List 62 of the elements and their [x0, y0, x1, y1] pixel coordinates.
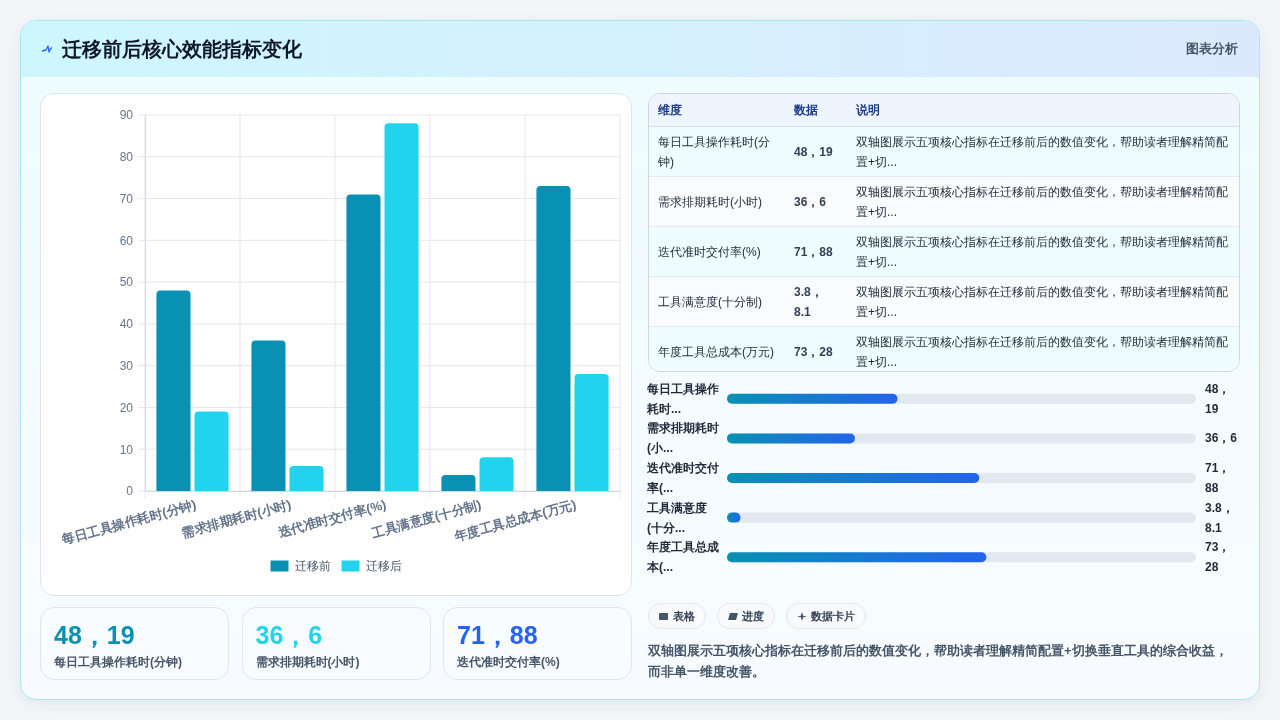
y-tick-label: 70 — [119, 191, 134, 206]
y-tick-label: 40 — [119, 317, 134, 332]
chart-title: 迁移前后核心效能指标变化 — [62, 37, 302, 62]
text: 双轴图展示五项核心指标在迁移前后的数值变化，帮助读者理解精简配置+切... — [847, 226, 1239, 277]
data-label: 73，28 — [1205, 539, 1232, 577]
data-label: 3.8，8.1 — [1205, 499, 1235, 537]
legend-label: 迁移后 — [365, 559, 402, 574]
y-tick-label: 年度工具总成本(... — [647, 539, 720, 577]
category-label: 每日工具操作耗时(分钟) — [649, 126, 785, 177]
text: 48，19 — [794, 144, 833, 159]
text: 双轴图展示五项核心指标在迁移前后的数值变化，帮助读者理解精简配置+切... — [855, 333, 1229, 371]
category-label: 年度工具总成本(万元) — [657, 343, 775, 361]
category-label: 需求排期耗时(小时) — [255, 654, 360, 671]
text: 36，6 — [794, 194, 827, 209]
category-label: 表格 — [673, 608, 695, 624]
y-tick-label: 需求排期耗时(小... — [647, 420, 720, 458]
bar — [384, 123, 419, 491]
text: 双轴图展示五项核心指标在迁移前后的数值变化，帮助读者理解精简配置+切... — [847, 126, 1239, 177]
bar — [156, 290, 191, 491]
y-tick-label: 80 — [119, 150, 134, 165]
bar — [346, 194, 381, 491]
y-tick-label: 0 — [126, 484, 134, 499]
bar — [194, 411, 229, 491]
text: 双轴图展示五项核心指标在迁移前后的数值变化，帮助读者理解精简配置+切... — [847, 276, 1239, 327]
y-tick-label: 工具满意度(十分... — [647, 499, 708, 537]
category-label: 需求排期耗时(小时) — [649, 176, 785, 227]
text: 双轴图展示五项核心指标在迁移前后的数值变化，帮助读者理解精简配置+切换垂直工具的综合收益，而非单一维度改善。 — [648, 642, 1229, 681]
category-label: 每日工具操作耗时(分钟) — [54, 654, 182, 671]
bar — [574, 374, 609, 491]
text: 数据 — [785, 94, 847, 127]
y-tick-label: 90 — [119, 108, 134, 123]
bar — [289, 465, 324, 491]
y-tick-label: 30 — [119, 359, 134, 374]
data-label: 36，6 — [1205, 430, 1239, 448]
y-tick-label: 迭代准时交付率(... — [647, 460, 720, 497]
y-tick-label: 20 — [119, 400, 134, 415]
text: 说明 — [847, 94, 1239, 127]
category-label: 进度 — [742, 608, 764, 624]
category-label: 数据卡片 — [811, 608, 855, 624]
category-label: 工具满意度(十分制) — [649, 276, 785, 327]
category-label: 迭代准时交付率(%) — [649, 226, 785, 277]
data-label: 48，19 — [1205, 380, 1232, 418]
text: 维度 — [649, 94, 785, 127]
bar — [536, 186, 571, 491]
text: 48，19 — [54, 621, 135, 649]
text: 71，88 — [794, 244, 833, 259]
y-tick-label: 60 — [119, 233, 134, 248]
y-tick-label: 每日工具操作耗时... — [647, 380, 720, 418]
bar — [479, 457, 514, 491]
y-tick-label: 50 — [119, 275, 134, 290]
bar — [251, 340, 286, 491]
category-label: 迭代准时交付率(%) — [457, 654, 560, 671]
y-tick-label: 10 — [119, 442, 134, 457]
text: 71，88 — [457, 621, 538, 649]
text: 图表分析 — [1186, 40, 1238, 58]
text: 73，28 — [794, 344, 833, 359]
text: 3.8，8.1 — [794, 284, 823, 319]
legend-label: 迁移前 — [294, 559, 331, 574]
bar — [441, 475, 476, 491]
data-label: 71，88 — [1205, 460, 1232, 497]
text: 双轴图展示五项核心指标在迁移前后的数值变化，帮助读者理解精简配置+切... — [847, 176, 1239, 227]
text: 36，6 — [255, 621, 323, 649]
